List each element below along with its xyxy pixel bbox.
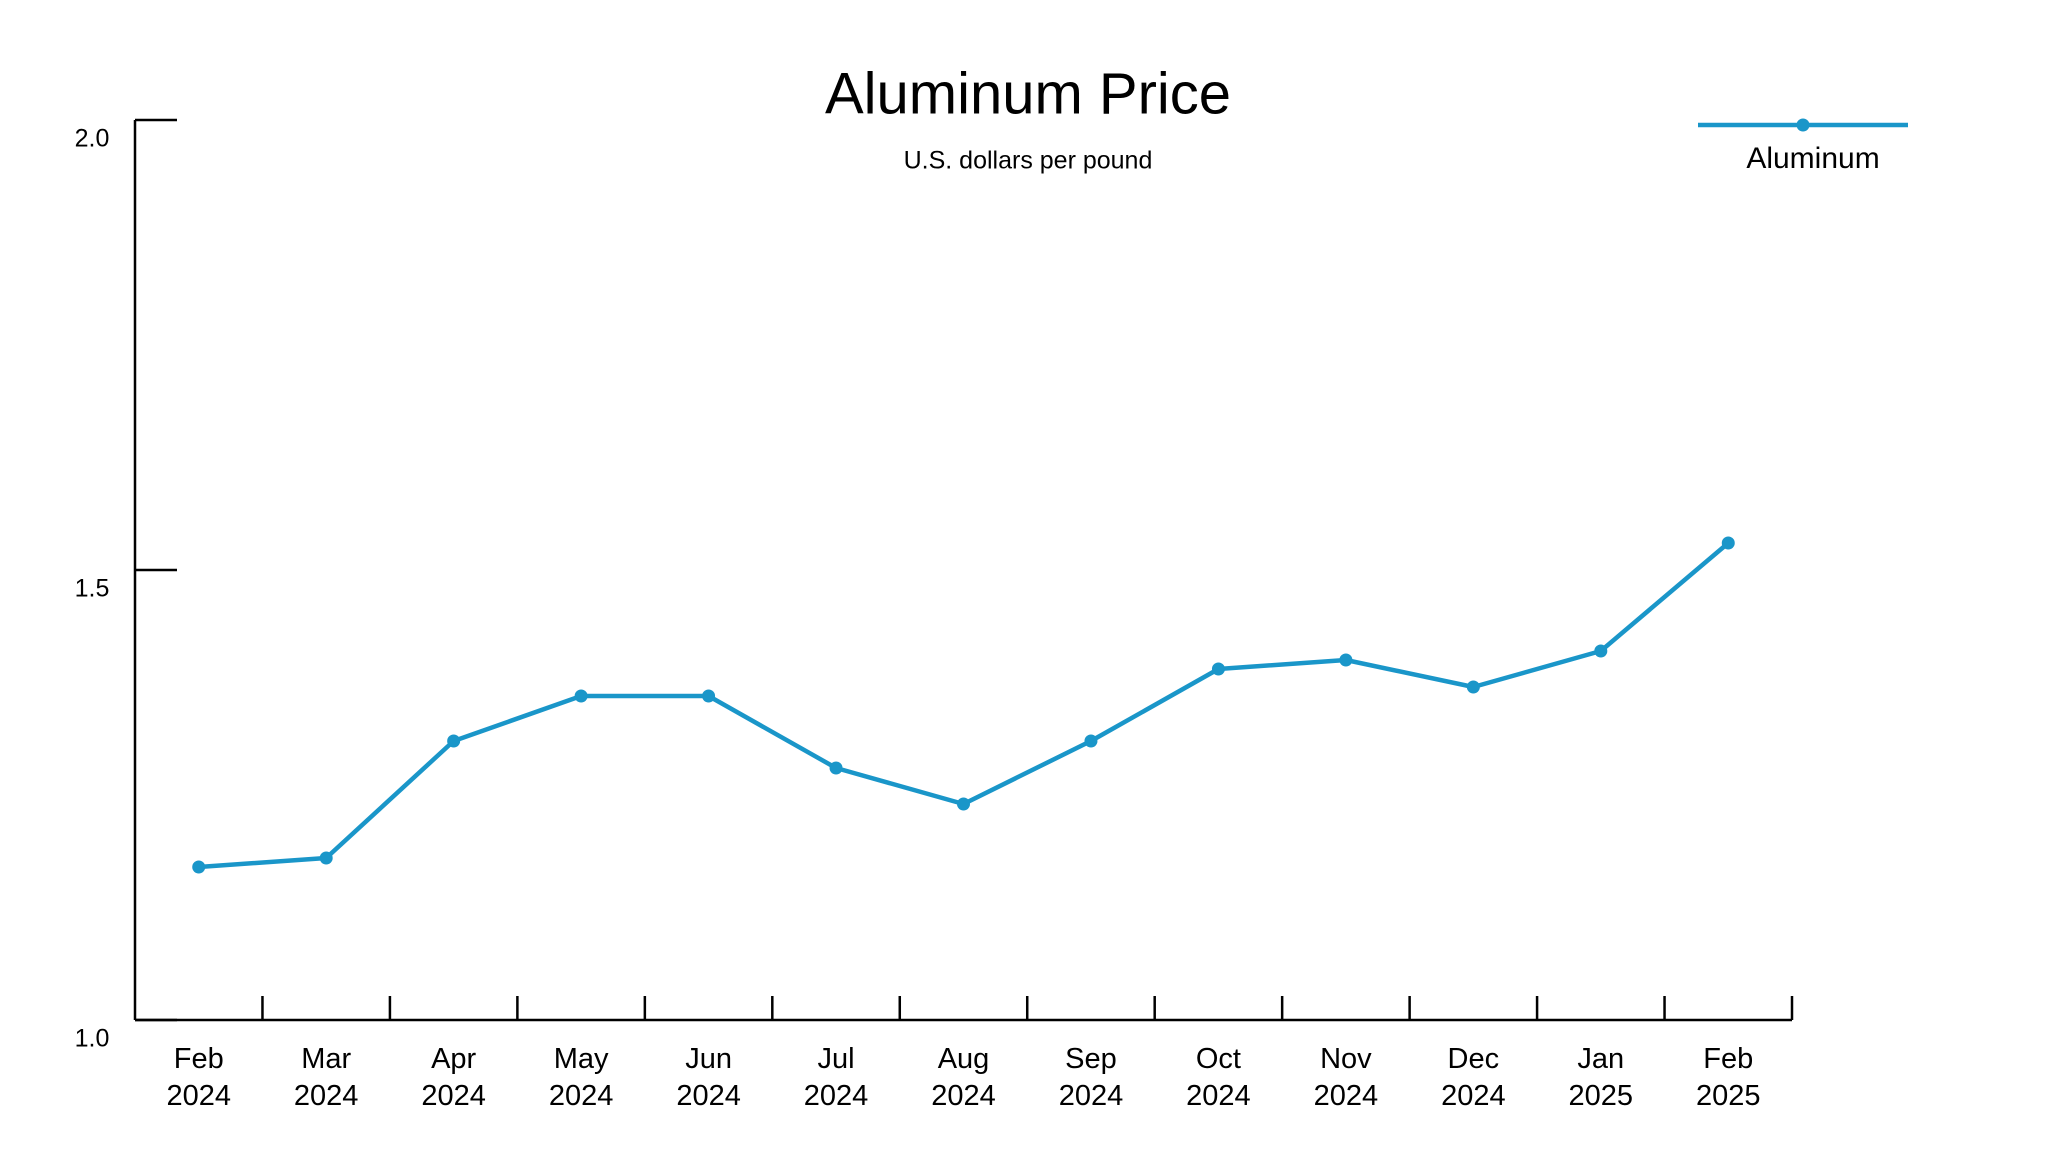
x-tick-label-line: 2024 [166,1080,231,1112]
x-tick-label: Feb 2024 [166,1043,231,1112]
x-tick-label-line: 2024 [1441,1080,1506,1112]
x-tick-label-line: 2024 [804,1080,869,1112]
point [1211,662,1225,676]
point [1466,680,1480,694]
x-tick-label-line: Jan [1577,1043,1624,1075]
x-tick-label-line: 2025 [1569,1080,1634,1112]
legend-marker [1796,118,1810,132]
x-tick-label: Oct 2024 [1186,1043,1251,1112]
point [957,797,970,811]
point [1594,644,1608,658]
x-tick-label-line: 2024 [1314,1080,1379,1112]
x-tick-label-line: 2024 [1186,1080,1251,1112]
x-tick-label: Aug 2024 [931,1043,996,1112]
x-tick-label: Dec 2024 [1441,1043,1506,1112]
chart-title: Aluminum Price [825,61,1231,126]
x-tick-label-line: May [554,1043,609,1075]
x-tick-label-line: Apr [431,1043,476,1075]
x-tick-label-line: Jun [685,1043,732,1075]
x-tick-label-line: Aug [938,1043,990,1075]
legend-label: Aluminum [1746,142,1879,175]
point [1339,653,1353,667]
x-tick-label-line: Oct [1196,1043,1241,1075]
x-tick-label-line: Mar [301,1043,351,1075]
x-tick-label: Sep 2024 [1059,1043,1124,1112]
point [447,734,461,748]
x-tick-label-line: 2024 [931,1080,996,1112]
x-tick-label-line: Nov [1320,1043,1372,1075]
x-tick-label: Nov 2024 [1314,1043,1379,1112]
chart-subtitle: U.S. dollars per pound [904,147,1153,175]
x-tick-label-line: 2024 [1059,1080,1124,1112]
x-tick-label-line: 2024 [294,1080,359,1112]
y-tick-label: 1.0 [75,1025,110,1053]
x-tick-label-line: Feb [1703,1043,1753,1075]
x-tick-label-line: 2024 [549,1080,614,1112]
point [192,860,206,874]
y-tick-label: 1.5 [75,575,110,603]
point [1084,734,1098,748]
y-tick-label: 2.0 [75,125,110,153]
x-tick-label: Mar 2024 [294,1043,359,1112]
x-tick-label: Jun 2024 [676,1043,741,1112]
x-tick-label-line: 2024 [676,1080,741,1112]
point [319,851,333,865]
point [1721,536,1735,550]
x-tick-label-line: Feb [174,1043,224,1075]
x-tick-label-line: 2024 [421,1080,486,1112]
x-tick-label: Jul 2024 [804,1043,869,1112]
point [574,689,588,703]
x-tick-label-line: Jul [817,1043,854,1075]
x-tick-label: Jan 2025 [1569,1043,1634,1112]
x-tick-label: May 2024 [549,1043,614,1112]
x-tick-label: Apr 2024 [421,1043,486,1112]
point [702,689,716,703]
x-tick-label-line: Dec [1448,1043,1500,1075]
line [198,541,1730,870]
x-tick-label-line: 2025 [1696,1080,1761,1112]
x-tick-label: Feb 2025 [1696,1043,1761,1112]
x-tick-label-line: Sep [1065,1043,1117,1075]
point [829,761,843,775]
